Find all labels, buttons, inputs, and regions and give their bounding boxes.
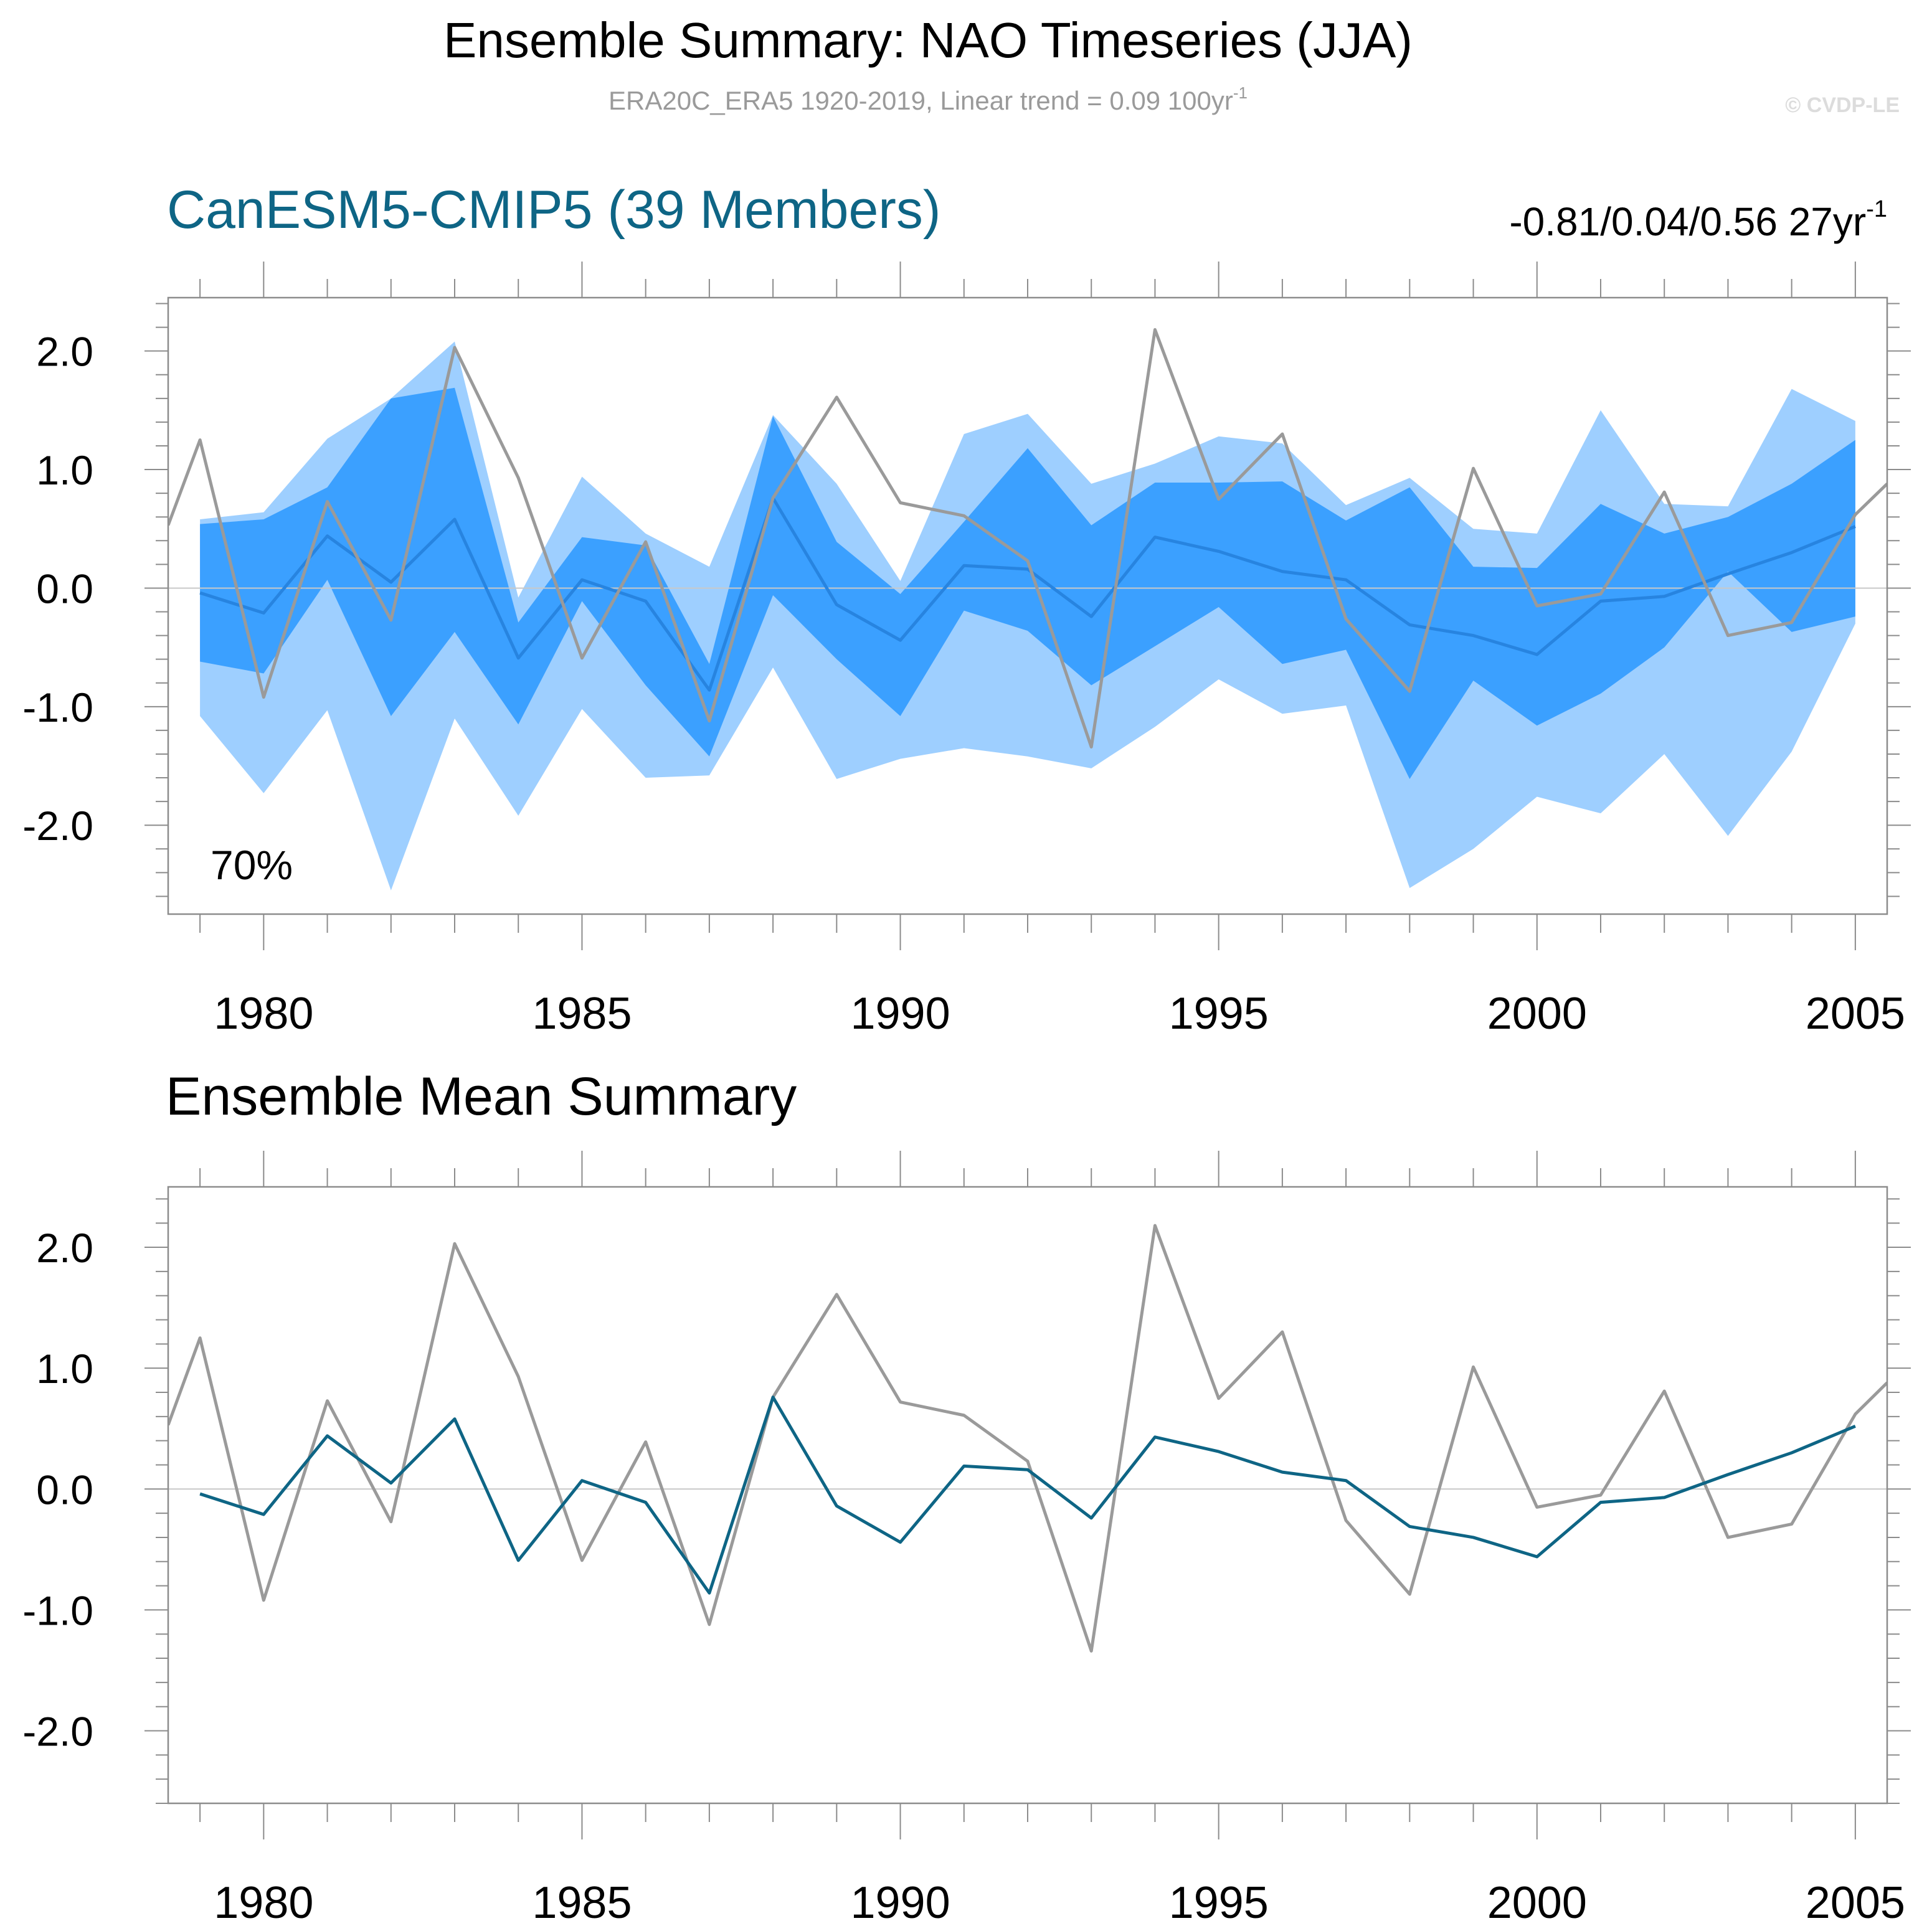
y-tick-label: -1.0 [22,684,93,730]
ensemble-mean-plot: 2.0 1.0 0.0 -1.0 -2.0 1980 1985 1990 1995 2000 200… [22,1151,1911,1926]
y-tick-label: 1.0 [36,1346,93,1392]
main-title: Ensemble Summary: NAO Timeseries (JJA) [443,12,1413,68]
axes: 2.0 1.0 0.0 -1.0 -2.0 1980 1985 1990 1995 2000 200… [22,262,1911,1039]
trend-sup: -1 [1866,196,1887,222]
x-tick-label: 2000 [1487,989,1587,1039]
y-tick-label: 1.0 [36,447,93,493]
y-tick-label: 2.0 [36,1225,93,1271]
y-tick-label: 0.0 [36,1466,93,1513]
copyright-label: © CVDP-LE [1785,93,1900,117]
x-tick-label: 1985 [532,989,632,1039]
subtitle-sup: -1 [1233,83,1248,102]
inner-spread-band [200,387,1855,779]
x-tick-label: 1990 [850,1878,950,1926]
x-tick-label: 1990 [850,989,950,1039]
y-tick-label: 0.0 [36,565,93,611]
y-tick-label: -2.0 [22,1709,93,1755]
x-tick-label: 1995 [1169,1878,1269,1926]
x-tick-label: 1985 [532,1878,632,1926]
ensemble-mean-panel-title: Ensemble Mean Summary [166,1067,797,1126]
plot-frame [167,1186,1888,1805]
x-tick-label: 2005 [1806,1878,1905,1926]
observations-line [168,1224,1887,1653]
trend-label: -0.81/0.04/0.56 27yr-1 [1509,196,1887,244]
y-tick-label: -1.0 [22,1587,93,1633]
x-tick-label: 2005 [1806,989,1905,1039]
percentile-annotation: 70% [211,842,293,888]
ensemble-mean-line [199,1395,1856,1595]
x-tick-label: 2000 [1487,1878,1587,1926]
spread-plot: 2.0 1.0 0.0 -1.0 -2.0 1980 1985 1990 1995 2000 200… [22,262,1911,1039]
x-tick-label: 1980 [214,989,313,1039]
y-tick-label: 2.0 [36,329,93,375]
observations-line [168,328,1887,749]
plot-area [168,1224,1887,1653]
ensemble-mean-line [199,496,1856,692]
trend-text: -0.81/0.04/0.56 27yr [1509,199,1866,244]
plot-area [168,328,1887,890]
y-tick-label: -2.0 [22,803,93,849]
subtitle: ERA20C_ERA5 1920-2019, Linear trend = 0.… [608,83,1248,115]
x-tick-label: 1995 [1169,989,1269,1039]
model-panel-title: CanESM5-CMIP5 (39 Members) [167,180,941,240]
subtitle-text: ERA20C_ERA5 1920-2019, Linear trend = 0.… [608,86,1233,115]
x-tick-label: 1980 [214,1878,313,1926]
axes: 2.0 1.0 0.0 -1.0 -2.0 1980 1985 1990 1995 2000 200… [22,1151,1911,1926]
